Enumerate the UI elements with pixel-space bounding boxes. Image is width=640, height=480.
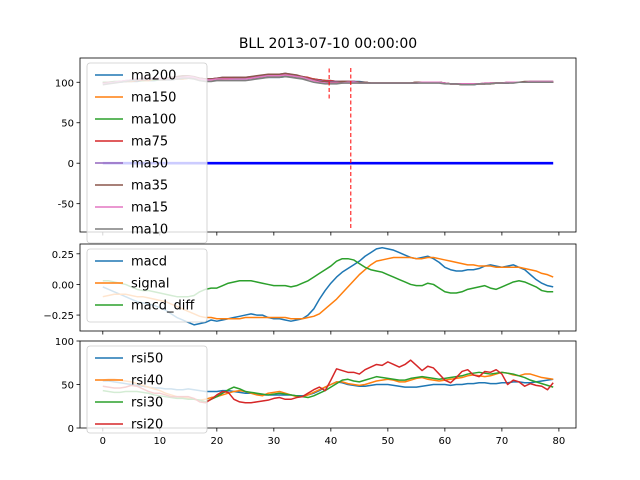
legend-label-ma150: ma150 — [131, 91, 176, 106]
chart-title: BLL 2013-07-10 00:00:00 — [239, 36, 417, 52]
legend-label-rsi50: rsi50 — [131, 352, 163, 367]
legend-box — [86, 345, 208, 434]
y-tick-label: 100 — [55, 337, 74, 348]
legend-label-ma75: ma75 — [131, 135, 168, 150]
y-tick-label: 0 — [68, 159, 74, 170]
legend-label-ma50: ma50 — [131, 157, 168, 172]
x-tick-label: 60 — [439, 436, 452, 447]
legend-label-ma100: ma100 — [131, 113, 176, 128]
legend-label-ma200: ma200 — [131, 69, 176, 84]
y-tick-label: 0 — [68, 424, 74, 435]
legend-label-rsi20: rsi20 — [131, 418, 163, 433]
legend-label-rsi40: rsi40 — [131, 374, 163, 389]
x-tick-label: 30 — [267, 436, 280, 447]
x-tick-label: 50 — [381, 436, 394, 447]
x-tick-label: 10 — [153, 436, 166, 447]
legend: macd signal macd_diff — [86, 248, 208, 323]
legend-label-ma10: ma10 — [131, 223, 168, 238]
legend-label-ma15: ma15 — [131, 201, 168, 216]
y-tick-label: 0.25 — [52, 250, 74, 261]
y-tick-label: −0.25 — [43, 311, 74, 322]
y-tick-label: 100 — [55, 78, 74, 89]
x-tick-label: 40 — [324, 436, 337, 447]
legend-label-signal: signal — [131, 277, 169, 292]
legend-label-ma35: ma35 — [131, 179, 168, 194]
legend-box — [86, 248, 208, 323]
x-tick-label: 70 — [496, 436, 509, 447]
x-tick-label: 80 — [553, 436, 566, 447]
panel-1: 100 50 0 -50 ma200 ma150 ma100 ma75 ma50 ma35 ma15… — [55, 57, 577, 244]
axes-frame — [79, 243, 577, 332]
x-tick-label: 0 — [100, 436, 106, 447]
legend-label-macd: macd — [131, 255, 167, 270]
legend: ma200 ma150 ma100 ma75 ma50 ma35 ma15 ma10 — [86, 62, 208, 244]
panel-2: 0.25 0.00 −0.25 macd signal macd_diff — [43, 243, 577, 335]
chart-panels: 100500-50ma200ma150ma100ma75ma50ma35ma15… — [43, 57, 577, 447]
legend: rsi50 rsi40 rsi30 rsi20 — [86, 345, 208, 434]
y-tick-label: 50 — [61, 119, 74, 130]
axes-frame — [79, 57, 577, 233]
x-tick-label: 20 — [210, 436, 223, 447]
legend-label-rsi30: rsi30 — [131, 396, 163, 411]
y-tick-label: -50 — [58, 200, 74, 211]
legend-label-macd_diff: macd_diff — [131, 299, 195, 314]
y-tick-label: 0.00 — [52, 280, 74, 291]
y-tick-label: 50 — [61, 381, 74, 392]
legend-box — [86, 62, 208, 244]
